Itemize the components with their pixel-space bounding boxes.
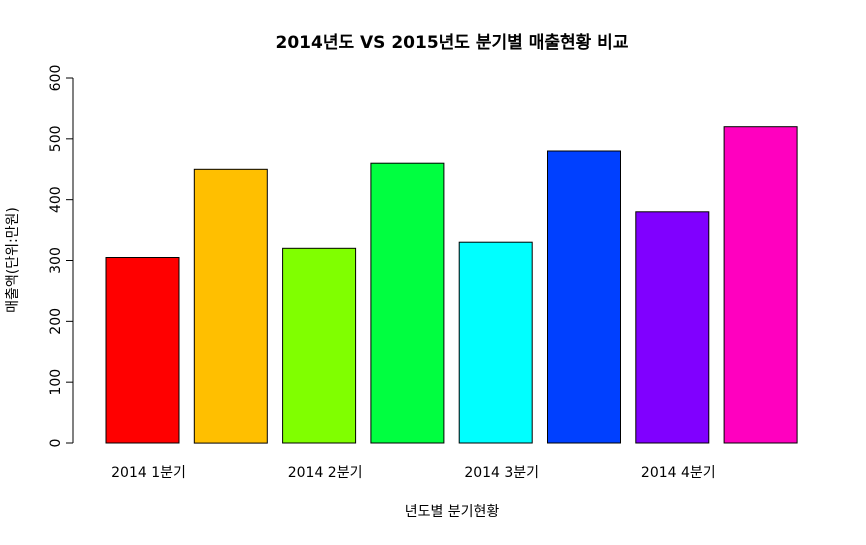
- y-axis: 0 100 200 300 400 500 600: [48, 65, 74, 448]
- y-tick-label: 600: [48, 65, 64, 92]
- bar: [458, 241, 533, 444]
- bar: [193, 168, 268, 444]
- bar: [370, 162, 445, 444]
- x-tick-label: 2014 3분기: [464, 465, 539, 481]
- x-tick-label: 2014 4분기: [641, 465, 716, 481]
- x-tick-label: 2014 1분기: [111, 465, 186, 481]
- bar: [105, 257, 180, 444]
- y-tick-label: 100: [48, 369, 64, 396]
- bar: [635, 211, 710, 444]
- bars-group: [105, 126, 798, 444]
- x-tick-labels: 2014 1분기 2014 2분기 2014 3분기 2014 4분기: [111, 465, 716, 481]
- x-tick-label: 2014 2분기: [288, 465, 363, 481]
- y-tick-label: 400: [48, 186, 64, 213]
- bar: [282, 247, 357, 444]
- y-axis-label: 매출액(단위:만원): [5, 207, 21, 313]
- chart-title: 2014년도 VS 2015년도 분기별 매출현황 비교: [276, 33, 629, 53]
- x-axis-label: 년도별 분기현황: [405, 504, 500, 520]
- y-tick-label: 500: [48, 125, 64, 152]
- bar: [547, 150, 621, 444]
- y-tick-label: 200: [48, 308, 64, 335]
- bar: [723, 126, 798, 444]
- y-tick-label: 0: [48, 439, 64, 448]
- y-tick-label: 300: [48, 247, 64, 274]
